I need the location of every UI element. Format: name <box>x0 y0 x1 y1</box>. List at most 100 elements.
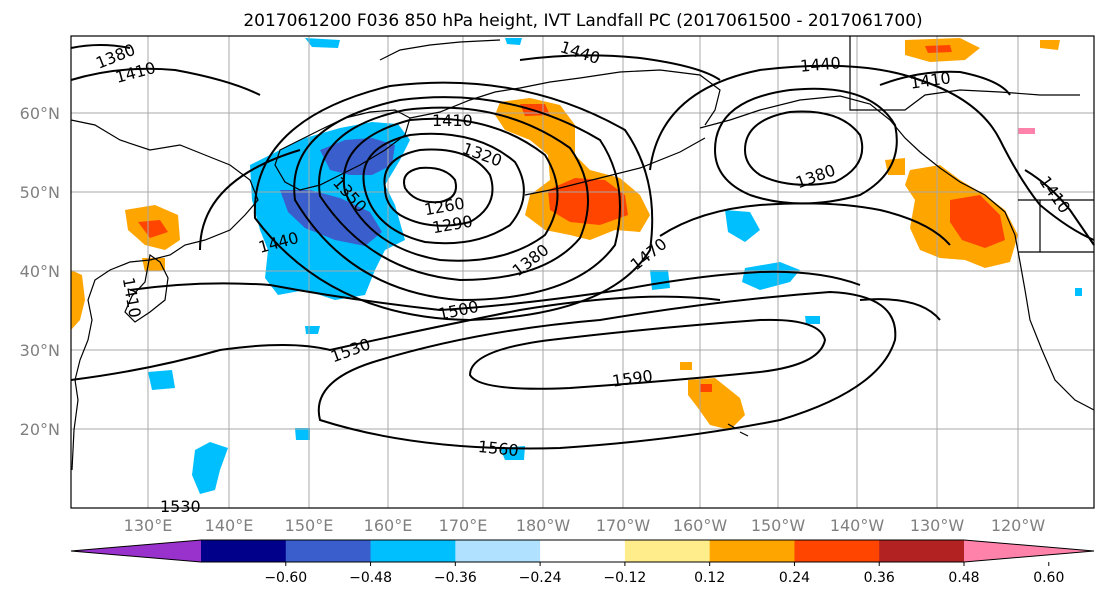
colorbar-tick-label: −0.36 <box>434 570 477 586</box>
colorbar: −0.60 −0.48 −0.36 −0.24 −0.12 0.12 0.24 0.36 0.4… <box>70 539 1095 586</box>
colorbar-tick-label: 0.12 <box>694 570 725 586</box>
negative-anomaly-region <box>650 270 670 290</box>
negative-anomaly-core <box>320 138 395 175</box>
lon-label: 170°E <box>439 516 488 535</box>
negative-anomaly-region <box>305 326 320 334</box>
coastline-asia <box>70 119 259 471</box>
lon-label: 150°W <box>751 516 806 535</box>
colorbar-tick-label: 0.24 <box>779 570 810 586</box>
coastline-hawaii <box>727 423 749 437</box>
longitude-labels: 130°E 140°E 150°E 160°E 170°E 180°W 170°… <box>124 516 1046 535</box>
contour-1380-nw <box>70 44 131 49</box>
map-frame <box>70 35 1095 509</box>
colorbar-outline <box>70 539 1095 563</box>
colorbar-segment <box>455 540 541 562</box>
colorbar-tick-label: 0.48 <box>948 570 979 586</box>
height-contours <box>70 44 1095 450</box>
lon-label: 160°W <box>673 516 728 535</box>
colorbar-tick-label: 0.36 <box>864 570 895 586</box>
coastline-bering <box>409 69 721 126</box>
colorbar-tick-label: 0.60 <box>1033 570 1064 586</box>
map-panel: 1380 1410 1440 1410 1410 1440 1320 1260 … <box>70 35 1095 516</box>
map-title: 2017061200 F036 850 hPa height, IVT Land… <box>243 11 922 31</box>
contour-1590 <box>468 318 827 390</box>
colorbar-segment <box>879 540 965 562</box>
lon-label: 120°W <box>991 516 1046 535</box>
contour-1320 <box>362 132 525 245</box>
coastline-aleutians <box>524 137 706 196</box>
negative-anomaly-region <box>500 446 525 460</box>
colorbar-tick-label: −0.12 <box>603 570 646 586</box>
contour-1410-far-east <box>1024 169 1095 246</box>
positive-anomaly-core <box>700 384 712 392</box>
negative-anomaly-region <box>805 316 820 324</box>
colorbar-segment <box>709 540 795 562</box>
colorbar-segment <box>71 540 201 562</box>
positive-anomaly-region <box>1018 128 1035 134</box>
coastlines <box>70 36 1095 471</box>
contour-1440-west <box>253 81 654 322</box>
latitude-labels: 60°N 50°N 40°N 30°N 20°N <box>20 104 60 439</box>
lon-label: 140°E <box>205 516 254 535</box>
lon-label: 180°W <box>516 516 571 535</box>
positive-anomaly-region <box>885 158 905 175</box>
contour-1440-north <box>519 54 721 81</box>
contour-label: 1440 <box>799 53 841 75</box>
colorbar-segment <box>540 540 626 562</box>
contour-1500 <box>129 270 861 312</box>
colorbar-tick-label: −0.48 <box>349 570 392 586</box>
colorbar-segment <box>964 540 1094 562</box>
negative-anomaly-region <box>148 370 175 390</box>
lat-label-60n: 60°N <box>20 104 60 123</box>
lat-label-20n: 20°N <box>20 420 60 439</box>
colorbar-segment <box>370 540 456 562</box>
lon-label: 140°W <box>830 516 885 535</box>
lon-label: 160°E <box>364 516 413 535</box>
contour-1560 <box>317 290 897 450</box>
colorbar-segment <box>285 540 372 562</box>
negative-anomaly-region <box>505 38 522 45</box>
lat-label-50n: 50°N <box>20 183 60 202</box>
contour-1410-ne <box>879 70 1011 96</box>
colorbar-tick-label: −0.60 <box>264 570 307 586</box>
contour-label: 1410 <box>432 111 473 130</box>
colorbar-tick-label: −0.24 <box>519 570 562 586</box>
coastline-alaska <box>699 95 1095 411</box>
contour-1290 <box>383 148 494 227</box>
contour-1380-east <box>743 110 864 186</box>
negative-anomaly-region <box>742 262 800 290</box>
lon-label: 130°W <box>910 516 965 535</box>
contour-1410-east <box>713 87 898 205</box>
lon-label: 170°W <box>596 516 651 535</box>
contour-1410-west <box>293 96 621 302</box>
negative-anomaly-region <box>1075 288 1082 296</box>
positive-anomaly-region <box>680 362 692 370</box>
colorbar-segment <box>794 540 880 562</box>
colorbar-segment <box>201 540 287 562</box>
positive-anomaly-core <box>138 220 168 238</box>
lon-label: 130°E <box>124 516 173 535</box>
contour-1410-nw <box>70 67 261 96</box>
positive-anomaly-region <box>1040 40 1060 50</box>
lon-label: 150°E <box>285 516 334 535</box>
contour-1380 <box>318 106 589 282</box>
lat-label-30n: 30°N <box>20 341 60 360</box>
negative-anomaly-region <box>305 38 340 48</box>
border-lines <box>1018 199 1094 253</box>
colorbar-segment <box>624 540 711 562</box>
lat-label-40n: 40°N <box>20 262 60 281</box>
negative-anomaly-region <box>192 442 228 494</box>
coastline-arctic <box>379 36 1080 111</box>
contour-1440-east <box>649 64 1095 241</box>
positive-anomaly-region <box>71 270 85 330</box>
positive-anomaly-core <box>925 45 952 53</box>
contour-1260 <box>403 166 457 204</box>
positive-anomaly-core <box>950 195 1005 248</box>
contour-1350 <box>342 117 559 262</box>
contour-label: 1530 <box>160 497 201 516</box>
negative-anomaly-region <box>295 428 310 440</box>
contour-label: 1560 <box>477 437 519 460</box>
negative-anomaly-region <box>725 210 760 242</box>
negative-anomaly-core <box>280 190 382 246</box>
